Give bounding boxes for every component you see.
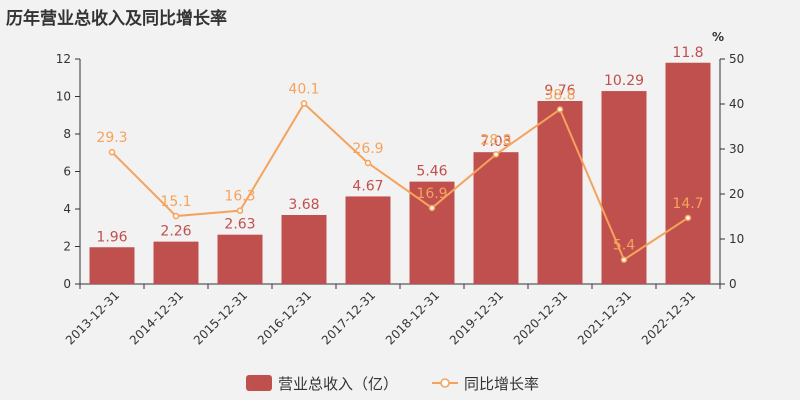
bar-value-label: 1.96 [96, 229, 127, 245]
bar-value-label: 7.03 [480, 134, 511, 150]
x-tick-label: 2013-12-31 [63, 288, 122, 347]
growth-line [111, 101, 689, 262]
x-tick-label: 2022-12-31 [639, 288, 698, 347]
y-right-tick-label: 20 [729, 187, 744, 201]
y-left-tick-label: 8 [63, 127, 71, 141]
y-right-tick-label: 40 [729, 97, 744, 111]
bar [409, 181, 455, 284]
x-tick-label: 2021-12-31 [575, 288, 634, 347]
bar [473, 152, 519, 284]
bar-value-label: 2.63 [224, 217, 255, 233]
y-right-tick-label: 10 [729, 232, 744, 246]
legend-bar-swatch [246, 375, 272, 391]
y-left-tick-label: 0 [63, 277, 71, 291]
x-tick-label: 2014-12-31 [127, 288, 186, 347]
growth-value-label: 5.4 [613, 238, 635, 254]
growth-value-label: 16.9 [416, 186, 447, 202]
bar-value-label: 3.68 [288, 197, 319, 213]
growth-point [684, 214, 692, 222]
x-tick-label: 2019-12-31 [447, 288, 506, 347]
growth-point [556, 106, 564, 113]
bar-value-label: 11.8 [672, 45, 703, 61]
bar [665, 62, 711, 284]
bar [217, 234, 263, 284]
bar [537, 101, 583, 284]
x-tick-label: 2017-12-31 [319, 288, 378, 347]
bar [89, 247, 135, 284]
growth-value-label: 16.3 [224, 189, 255, 205]
bar-value-label: 2.26 [160, 224, 191, 240]
legend-line-label: 同比增长率 [464, 375, 539, 393]
growth-value-label: 26.9 [352, 141, 383, 157]
growth-value-label: 14.7 [672, 196, 703, 212]
bar-value-label: 5.46 [416, 164, 447, 180]
bar-value-label: 10.29 [604, 73, 644, 89]
chart-title: 历年营业总收入及同比增长率 [6, 9, 227, 29]
bar-value-label: 4.67 [352, 178, 383, 194]
growth-value-label: 28.8 [480, 132, 511, 148]
growth-point [236, 207, 244, 214]
y-left-tick-label: 2 [63, 240, 71, 254]
x-tick-label: 2015-12-31 [191, 288, 250, 347]
growth-value-label: 15.1 [160, 194, 191, 210]
x-tick-label: 2018-12-31 [383, 288, 442, 347]
growth-point [108, 148, 116, 156]
growth-point [428, 204, 436, 212]
y-right-tick-label: 30 [729, 142, 744, 156]
legend-bar-label: 营业总收入（亿） [278, 375, 398, 393]
growth-point [364, 159, 372, 167]
y-left-tick-label: 6 [63, 165, 71, 179]
bar-value-label: 9.76 [544, 83, 575, 99]
legend-line-marker [440, 378, 450, 388]
bar [345, 196, 391, 284]
growth-value-label: 40.1 [288, 82, 319, 98]
growth-value-label: 29.3 [96, 130, 127, 146]
growth-point [620, 256, 628, 263]
growth-point [172, 212, 180, 220]
y-right-unit: % [712, 30, 724, 44]
y-left-tick-label: 12 [56, 52, 71, 66]
y-left-tick-label: 4 [63, 202, 71, 216]
bar [153, 241, 199, 284]
growth-value-label: 38.8 [544, 87, 575, 103]
bar [281, 215, 327, 284]
bar [601, 91, 647, 284]
y-right-tick-label: 50 [729, 52, 744, 66]
x-tick-label: 2020-12-31 [511, 288, 570, 347]
y-left-tick-label: 10 [56, 90, 71, 104]
growth-point [492, 151, 500, 158]
growth-point [300, 100, 308, 107]
x-tick-label: 2016-12-31 [255, 288, 314, 347]
y-right-tick-label: 0 [729, 277, 737, 291]
